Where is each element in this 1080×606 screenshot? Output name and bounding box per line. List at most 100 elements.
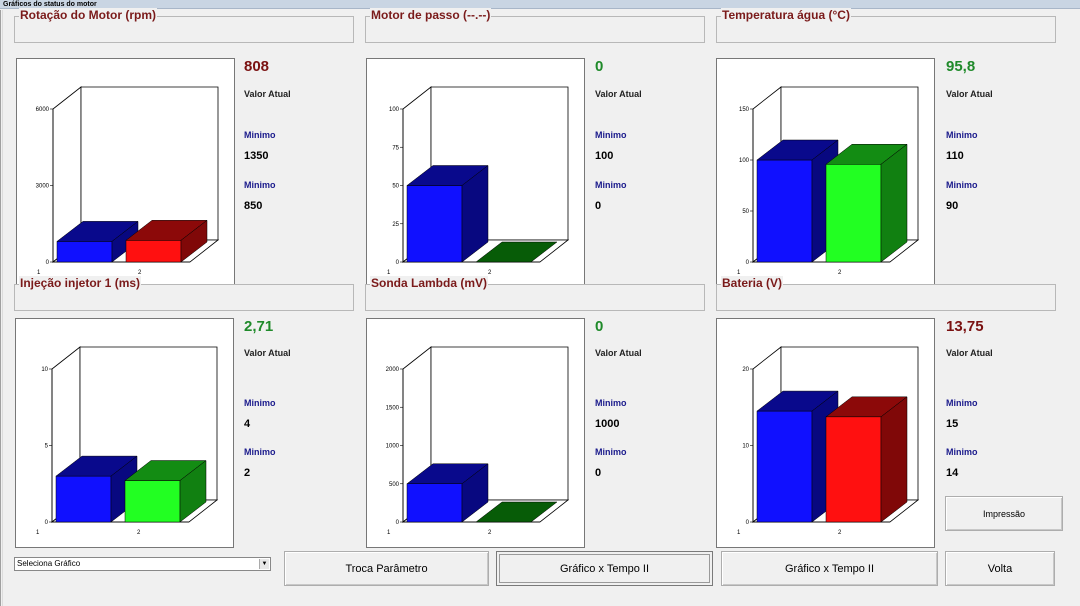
bar (55, 475, 112, 523)
bar (125, 240, 182, 263)
bar (406, 185, 463, 263)
bar (825, 164, 882, 263)
y-tick-label: 10 (742, 444, 749, 450)
chevron-down-icon[interactable]: ▼ (259, 559, 269, 569)
y-tick-label: 50 (742, 209, 749, 215)
panel-motor-passo: Motor de passo (--.--) 0 25 50 75 100 1 2 0 Va… (365, 8, 705, 288)
y-tick-label: 6000 (36, 107, 50, 113)
panel-title: Rotação do Motor (rpm) (19, 8, 157, 22)
panel-title: Injeção injetor 1 (ms) (19, 276, 142, 290)
y-tick-label: 5 (45, 444, 49, 450)
current-value-label: Valor Atual (595, 89, 642, 99)
chart-back-wall (80, 86, 219, 241)
bar (124, 480, 181, 523)
bar-top (475, 241, 558, 263)
bar-chart: 0 50 100 150 1 2 (716, 58, 935, 288)
bar-side (179, 460, 207, 523)
bar-chart: 0 3000 6000 1 2 (16, 58, 235, 288)
x-tick-label: 2 (137, 530, 141, 536)
current-value: 13,75 (946, 318, 984, 335)
min-value: 850 (244, 200, 263, 212)
current-value: 0 (595, 58, 604, 75)
current-value-label: Valor Atual (244, 348, 291, 358)
x-tick-label: 2 (488, 270, 492, 276)
grafico-tempo-button-2[interactable]: Gráfico x Tempo II (721, 551, 938, 586)
current-value-label: Valor Atual (946, 348, 993, 358)
min-label: Minimo (244, 180, 276, 190)
min-value: 110 (946, 150, 964, 162)
x-tick-label: 2 (838, 530, 842, 536)
y-tick-label: 10 (41, 367, 48, 373)
chart-svg: 0 500 1000 1500 2000 1 2 (386, 346, 570, 536)
current-value: 0 (595, 318, 604, 335)
min-label: Minimo (244, 447, 276, 457)
panel-rotacao: Rotação do Motor (rpm) 0 3000 6000 1 2 808 V… (14, 8, 354, 288)
y-tick-label: 100 (389, 107, 400, 113)
panel-bateria: Bateria (V) 0 10 20 1 2 13,75 Valor Atual Mi… (716, 276, 1056, 550)
volta-button[interactable]: Volta (945, 551, 1055, 586)
grafico-tempo-button[interactable]: Gráfico x Tempo II (496, 551, 713, 586)
bar (756, 410, 813, 523)
min-value: 0 (595, 200, 602, 212)
y-tick-label: 3000 (36, 184, 50, 190)
bar-side (461, 463, 489, 523)
min-label: Minimo (946, 398, 978, 408)
y-tick-label: 0 (46, 260, 50, 266)
y-tick-label: 0 (45, 520, 49, 526)
select-grafico-dropdown[interactable]: Seleciona Gráfico ▼ (14, 557, 271, 571)
bar (756, 159, 813, 263)
bar (56, 241, 113, 263)
panel-title: Bateria (V) (721, 276, 784, 290)
bar (825, 416, 882, 523)
chart-svg: 0 5 10 1 2 (36, 346, 219, 536)
y-tick-label: 2000 (386, 367, 400, 373)
bar-side (180, 219, 208, 263)
group-box: Sonda Lambda (mV) (365, 276, 705, 311)
min-value: 90 (946, 200, 959, 212)
bar-chart: 0 25 50 75 100 1 2 (366, 58, 585, 288)
bar-side (880, 143, 908, 263)
min-value: 2 (244, 467, 251, 479)
panel-injecao: Injeção injetor 1 (ms) 0 5 10 1 2 2,71 Valor… (14, 276, 354, 550)
bar-top (475, 501, 558, 523)
y-tick-label: 75 (392, 145, 399, 151)
bar-side (880, 396, 908, 523)
current-value: 95,8 (946, 58, 976, 75)
x-tick-label: 1 (36, 530, 40, 536)
min-value: 1000 (595, 418, 620, 430)
panel-title: Temperatura água (°C) (721, 8, 851, 22)
bar-chart: 0 10 20 1 2 (716, 318, 935, 548)
chart-svg: 0 50 100 150 1 2 (737, 86, 920, 276)
y-tick-label: 50 (392, 184, 399, 190)
panel-title: Sonda Lambda (mV) (370, 276, 489, 290)
y-tick-label: 20 (742, 367, 749, 373)
y-tick-label: 0 (396, 260, 400, 266)
x-tick-label: 1 (387, 270, 391, 276)
panel-title: Motor de passo (--.--) (370, 8, 492, 22)
min-label: Minimo (595, 130, 627, 140)
min-label: Minimo (595, 447, 627, 457)
y-tick-label: 1000 (386, 444, 400, 450)
window-title: Gráficos do status do motor (0, 0, 1080, 9)
troca-parametro-button[interactable]: Troca Parâmetro (284, 551, 489, 586)
min-label: Minimo (244, 130, 276, 140)
min-value: 15 (946, 418, 959, 430)
current-value-label: Valor Atual (595, 348, 642, 358)
x-tick-label: 1 (737, 530, 741, 536)
impressao-button[interactable]: Impressão (945, 496, 1063, 531)
bar-chart: 0 500 1000 1500 2000 1 2 (366, 318, 585, 548)
current-value: 808 (244, 58, 270, 75)
group-box: Motor de passo (--.--) (365, 8, 705, 43)
group-box: Bateria (V) (716, 276, 1056, 311)
current-value-label: Valor Atual (946, 89, 993, 99)
min-label: Minimo (946, 447, 978, 457)
min-value: 100 (595, 150, 614, 162)
x-tick-label: 1 (387, 530, 391, 536)
min-label: Minimo (595, 180, 627, 190)
min-label: Minimo (244, 398, 276, 408)
bar (406, 483, 463, 523)
x-tick-label: 2 (838, 270, 842, 276)
chart-svg: 0 10 20 1 2 (737, 346, 920, 536)
min-label: Minimo (595, 398, 627, 408)
min-value: 1350 (244, 150, 269, 162)
